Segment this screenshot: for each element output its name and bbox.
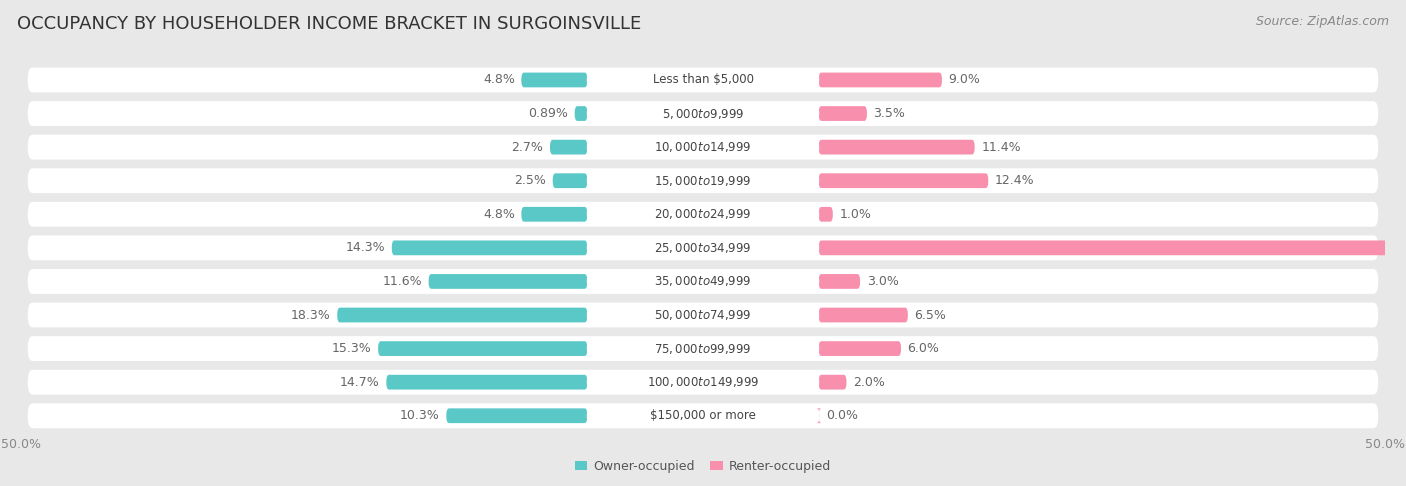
FancyBboxPatch shape xyxy=(392,241,588,255)
Text: $25,000 to $34,999: $25,000 to $34,999 xyxy=(654,241,752,255)
FancyBboxPatch shape xyxy=(818,274,860,289)
FancyBboxPatch shape xyxy=(818,375,846,390)
FancyBboxPatch shape xyxy=(586,140,820,155)
Text: 0.89%: 0.89% xyxy=(529,107,568,120)
FancyBboxPatch shape xyxy=(586,207,820,222)
FancyBboxPatch shape xyxy=(28,135,1378,159)
Text: 6.0%: 6.0% xyxy=(908,342,939,355)
Text: 12.4%: 12.4% xyxy=(995,174,1035,187)
Text: 1.0%: 1.0% xyxy=(839,208,872,221)
Text: $35,000 to $49,999: $35,000 to $49,999 xyxy=(654,275,752,288)
FancyBboxPatch shape xyxy=(818,207,832,222)
Text: $15,000 to $19,999: $15,000 to $19,999 xyxy=(654,174,752,188)
Text: 18.3%: 18.3% xyxy=(291,309,330,322)
FancyBboxPatch shape xyxy=(429,274,588,289)
FancyBboxPatch shape xyxy=(586,274,820,289)
Text: $75,000 to $99,999: $75,000 to $99,999 xyxy=(654,342,752,356)
FancyBboxPatch shape xyxy=(28,235,1378,260)
FancyBboxPatch shape xyxy=(337,308,588,322)
FancyBboxPatch shape xyxy=(818,106,868,121)
Text: 9.0%: 9.0% xyxy=(949,73,980,87)
FancyBboxPatch shape xyxy=(28,202,1378,226)
FancyBboxPatch shape xyxy=(28,68,1378,92)
FancyBboxPatch shape xyxy=(446,408,588,423)
FancyBboxPatch shape xyxy=(586,408,820,423)
FancyBboxPatch shape xyxy=(586,72,820,87)
FancyBboxPatch shape xyxy=(586,308,820,322)
FancyBboxPatch shape xyxy=(586,174,820,188)
Text: 15.3%: 15.3% xyxy=(332,342,371,355)
FancyBboxPatch shape xyxy=(387,375,588,390)
FancyBboxPatch shape xyxy=(586,241,820,255)
FancyBboxPatch shape xyxy=(28,370,1378,395)
Text: OCCUPANCY BY HOUSEHOLDER INCOME BRACKET IN SURGOINSVILLE: OCCUPANCY BY HOUSEHOLDER INCOME BRACKET … xyxy=(17,15,641,33)
FancyBboxPatch shape xyxy=(28,101,1378,126)
Text: 4.8%: 4.8% xyxy=(482,73,515,87)
FancyBboxPatch shape xyxy=(28,168,1378,193)
Text: $20,000 to $24,999: $20,000 to $24,999 xyxy=(654,208,752,221)
Text: 2.0%: 2.0% xyxy=(853,376,884,389)
FancyBboxPatch shape xyxy=(818,308,908,322)
Text: $100,000 to $149,999: $100,000 to $149,999 xyxy=(647,375,759,389)
Text: 6.5%: 6.5% xyxy=(914,309,946,322)
Text: $10,000 to $14,999: $10,000 to $14,999 xyxy=(654,140,752,154)
Legend: Owner-occupied, Renter-occupied: Owner-occupied, Renter-occupied xyxy=(569,455,837,478)
Text: 14.7%: 14.7% xyxy=(340,376,380,389)
Text: 11.4%: 11.4% xyxy=(981,140,1021,154)
Text: $5,000 to $9,999: $5,000 to $9,999 xyxy=(662,106,744,121)
FancyBboxPatch shape xyxy=(28,336,1378,361)
Text: Source: ZipAtlas.com: Source: ZipAtlas.com xyxy=(1256,15,1389,28)
Text: $50,000 to $74,999: $50,000 to $74,999 xyxy=(654,308,752,322)
FancyBboxPatch shape xyxy=(818,140,974,155)
Text: 10.3%: 10.3% xyxy=(401,409,440,422)
FancyBboxPatch shape xyxy=(818,72,942,87)
FancyBboxPatch shape xyxy=(378,341,588,356)
Text: 3.0%: 3.0% xyxy=(866,275,898,288)
FancyBboxPatch shape xyxy=(522,207,588,222)
FancyBboxPatch shape xyxy=(28,403,1378,428)
FancyBboxPatch shape xyxy=(817,408,821,423)
FancyBboxPatch shape xyxy=(818,241,1406,255)
FancyBboxPatch shape xyxy=(818,341,901,356)
Text: 4.8%: 4.8% xyxy=(482,208,515,221)
FancyBboxPatch shape xyxy=(522,72,588,87)
FancyBboxPatch shape xyxy=(586,106,820,121)
FancyBboxPatch shape xyxy=(818,174,988,188)
FancyBboxPatch shape xyxy=(586,341,820,356)
FancyBboxPatch shape xyxy=(575,106,588,121)
Text: $150,000 or more: $150,000 or more xyxy=(650,409,756,422)
FancyBboxPatch shape xyxy=(28,269,1378,294)
Text: 14.3%: 14.3% xyxy=(346,242,385,254)
Text: 2.7%: 2.7% xyxy=(512,140,544,154)
Text: 0.0%: 0.0% xyxy=(825,409,858,422)
Text: Less than $5,000: Less than $5,000 xyxy=(652,73,754,87)
Text: 11.6%: 11.6% xyxy=(382,275,422,288)
FancyBboxPatch shape xyxy=(586,375,820,390)
Text: 2.5%: 2.5% xyxy=(515,174,546,187)
FancyBboxPatch shape xyxy=(28,303,1378,328)
Text: 3.5%: 3.5% xyxy=(873,107,905,120)
FancyBboxPatch shape xyxy=(553,174,588,188)
FancyBboxPatch shape xyxy=(550,140,588,155)
